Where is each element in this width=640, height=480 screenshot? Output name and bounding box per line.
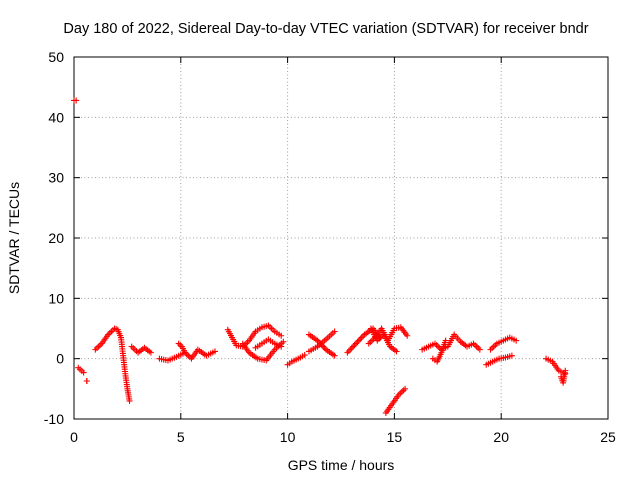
data-point — [513, 337, 520, 344]
data-point — [360, 333, 367, 340]
data-point — [331, 328, 338, 335]
y-tick-label: 50 — [48, 49, 64, 65]
data-point — [352, 340, 359, 347]
data-point — [354, 339, 361, 346]
data-point — [442, 337, 449, 344]
y-tick-label: 10 — [48, 290, 64, 306]
y-tick-label: -10 — [44, 411, 64, 427]
x-tick-label: 15 — [387, 429, 403, 445]
chart-title: Day 180 of 2022, Sidereal Day-to-day VTE… — [63, 21, 588, 37]
data-point — [402, 385, 409, 392]
data-point — [211, 348, 218, 355]
data-point — [182, 349, 189, 356]
data-point — [83, 377, 90, 384]
x-tick-label: 5 — [177, 429, 185, 445]
data-point — [280, 338, 287, 345]
data-points — [71, 97, 569, 416]
data-point — [345, 348, 352, 355]
data-point — [278, 332, 285, 339]
data-point — [147, 349, 154, 356]
data-point — [347, 346, 354, 353]
data-point — [331, 352, 338, 359]
data-point — [358, 334, 365, 341]
x-tick-label: 0 — [70, 429, 78, 445]
axis-ticks — [73, 56, 609, 420]
data-point — [350, 343, 357, 350]
y-tick-label: 0 — [56, 351, 64, 367]
y-tick-label: 20 — [48, 230, 64, 246]
y-tick-labels: -10 0 10 20 30 40 50 — [44, 49, 64, 427]
data-point — [301, 352, 308, 359]
y-axis-label: SDTVAR / TECUs — [6, 182, 22, 294]
x-tick-label: 20 — [493, 429, 509, 445]
data-point — [404, 332, 411, 339]
x-tick-label: 25 — [600, 429, 616, 445]
grid — [74, 57, 608, 419]
data-point — [476, 346, 483, 353]
data-point — [393, 348, 400, 355]
data-point — [278, 343, 285, 350]
data-point — [80, 369, 87, 376]
data-point — [357, 336, 364, 343]
data-point — [348, 345, 355, 352]
data-point — [508, 352, 515, 359]
x-axis-label: GPS time / hours — [288, 457, 395, 473]
y-tick-label: 30 — [48, 170, 64, 186]
x-tick-label: 10 — [280, 429, 296, 445]
x-tick-labels: 0 5 10 15 20 25 — [70, 429, 616, 445]
data-point — [355, 337, 362, 344]
data-point — [351, 342, 358, 349]
y-tick-label: 40 — [48, 109, 64, 125]
data-point — [126, 397, 133, 404]
data-point — [344, 349, 351, 356]
data-point — [562, 367, 569, 374]
data-point — [321, 345, 328, 352]
data-point — [73, 97, 80, 104]
